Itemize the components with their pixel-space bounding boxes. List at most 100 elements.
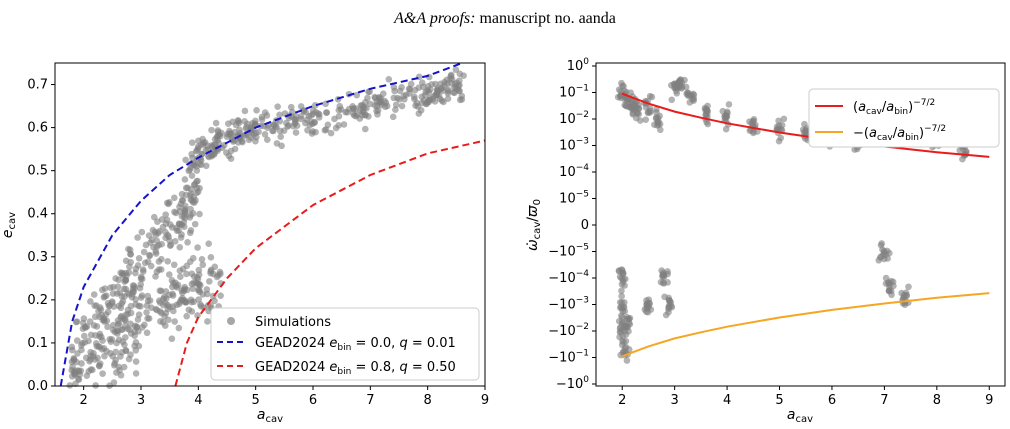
left-panel: 2 3 4 5 6 7 8 9 0.0 0.1 0.2 0.3 0.4 0.5 0.6 0.7 acav e… [0, 62, 489, 425]
right-y-tick-label: −10−2 [548, 322, 589, 339]
left-simulation-point [187, 190, 195, 197]
left-simulation-point [277, 133, 284, 141]
left-simulation-point [197, 157, 205, 164]
left-simulation-point [366, 88, 373, 95]
left-simulation-point [391, 87, 398, 95]
left-simulation-point [230, 138, 237, 145]
left-x-tick-label: 3 [137, 393, 145, 408]
right-simulation-point [886, 287, 893, 294]
left-simulation-point [112, 348, 120, 356]
left-simulation-point [140, 268, 147, 275]
left-simulation-point [175, 324, 183, 332]
left-simulation-point [106, 335, 114, 343]
right-y-tick-label: −10−5 [548, 243, 589, 260]
right-simulation-point [659, 271, 667, 279]
left-simulation-point [121, 278, 128, 285]
left-simulation-point [98, 333, 105, 341]
left-simulation-point [167, 221, 174, 228]
right-x-axis-label: acav [787, 407, 813, 425]
left-simulation-point [327, 129, 335, 137]
left-simulation-point [183, 312, 190, 320]
left-legend: Simulations GEAD2024 ebin = 0.0, q = 0.0… [210, 307, 480, 381]
left-simulation-point [170, 307, 177, 315]
left-simulation-point [153, 243, 161, 251]
left-simulation-point [158, 216, 166, 223]
left-x-ticks: 2 3 4 5 6 7 8 9 [80, 386, 489, 408]
left-simulation-point [204, 318, 211, 325]
left-simulation-point [83, 372, 91, 380]
right-simulation-point [889, 278, 897, 286]
left-simulation-point [87, 366, 95, 373]
left-simulation-point [83, 323, 91, 330]
left-simulation-point [261, 130, 269, 138]
left-simulation-point [456, 70, 464, 78]
left-simulation-point [132, 269, 139, 277]
right-simulation-point [886, 249, 893, 257]
right-y-tick-label: 10−4 [559, 163, 589, 180]
right-simulation-point [625, 319, 633, 327]
left-simulation-point [182, 156, 189, 164]
left-simulation-point [127, 302, 135, 310]
left-simulation-point [125, 245, 132, 253]
left-simulation-point [188, 298, 195, 306]
left-simulation-point [315, 110, 322, 117]
left-simulation-point [199, 261, 207, 269]
left-simulation-point [131, 284, 139, 292]
left-simulation-point [168, 335, 176, 343]
left-simulation-point [99, 316, 107, 324]
left-simulation-point [176, 208, 184, 215]
left-simulation-point [337, 106, 345, 113]
left-x-tick-label: 2 [80, 393, 88, 408]
right-simulation-point [653, 109, 660, 116]
left-simulation-point [276, 111, 283, 119]
left-simulation-point [134, 262, 142, 269]
left-simulation-point [183, 286, 191, 294]
left-simulation-point [128, 293, 136, 301]
left-simulation-point [116, 367, 123, 374]
right-simulation-point [642, 116, 650, 124]
left-simulation-point [152, 305, 160, 313]
left-y-tick-label: 0.6 [27, 121, 48, 136]
left-simulation-point [390, 94, 398, 102]
left-simulation-point [235, 139, 242, 146]
left-simulation-point [122, 257, 130, 265]
left-simulation-point [169, 292, 177, 299]
left-simulation-point [385, 75, 393, 83]
left-simulation-point [104, 299, 112, 307]
left-scatter-points [66, 66, 467, 389]
left-simulation-point [444, 95, 452, 102]
left-simulation-point [311, 119, 318, 126]
left-simulation-point [114, 283, 122, 291]
left-simulation-point [412, 102, 419, 109]
left-simulation-point [292, 113, 300, 120]
left-simulation-point [274, 103, 281, 110]
right-simulation-point [681, 76, 688, 84]
left-simulation-point [131, 332, 138, 339]
left-simulation-point [427, 85, 434, 93]
right-simulation-point [877, 241, 885, 249]
left-simulation-point [68, 343, 76, 351]
right-simulation-point [900, 293, 908, 301]
left-simulation-point [235, 117, 242, 125]
left-simulation-point [187, 205, 194, 213]
right-y-tick-label: 10−1 [559, 84, 589, 101]
left-simulation-point [302, 119, 309, 127]
left-simulation-point [118, 293, 126, 300]
left-simulation-point [107, 284, 114, 292]
right-simulation-point [635, 101, 642, 109]
left-simulation-point [103, 347, 110, 355]
left-simulation-point [195, 286, 203, 294]
left-simulation-point [426, 96, 434, 104]
left-simulation-point [127, 250, 134, 258]
left-simulation-point [270, 121, 278, 129]
left-simulation-point [211, 297, 218, 305]
left-simulation-point [398, 102, 406, 110]
left-simulation-point [258, 116, 266, 123]
left-simulation-point [135, 311, 143, 319]
left-simulation-point [148, 236, 156, 244]
manuscript-info: manuscript no. aanda [475, 10, 616, 27]
left-simulation-point [223, 133, 231, 141]
left-simulation-point [194, 312, 201, 319]
left-simulation-point [143, 329, 151, 337]
left-simulation-point [417, 106, 425, 114]
